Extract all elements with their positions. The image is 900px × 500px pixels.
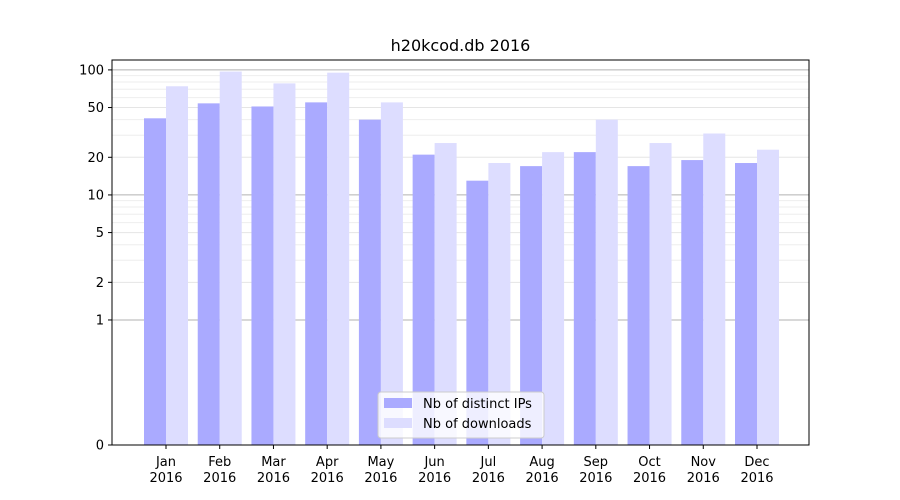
x-tick-label-month: Mar — [261, 455, 286, 470]
x-tick-label-year: 2016 — [472, 471, 505, 486]
plot-frame — [111, 59, 810, 446]
legend-label-distinct-ips: Nb of distinct IPs — [423, 397, 532, 412]
y-tick-label: 1 — [96, 313, 104, 328]
bar-downloads-mar — [273, 83, 296, 445]
x-tick-label-month: Apr — [316, 455, 339, 470]
y-tick-label: 50 — [87, 101, 104, 116]
bar-distinct-ips-dec — [735, 163, 757, 445]
bar-distinct-ips-jul — [466, 180, 489, 445]
bar-downloads-nov — [703, 133, 726, 445]
bar-downloads-may — [380, 102, 403, 445]
x-axis: Jan2016Feb2016Mar2016Apr2016May2016Jun20… — [149, 445, 774, 486]
x-tick-label-year: 2016 — [149, 471, 182, 486]
bars — [144, 71, 779, 446]
y-tick-label: 5 — [96, 226, 104, 241]
bar-distinct-ips-mar — [251, 106, 274, 445]
x-tick-label-year: 2016 — [418, 471, 451, 486]
bar-downloads-dec — [757, 149, 779, 446]
y-tick-label: 10 — [87, 188, 104, 203]
x-tick-label-month: Dec — [744, 455, 769, 470]
legend-swatch-downloads — [384, 418, 412, 428]
bar-downloads-apr — [327, 72, 350, 445]
x-tick-label-year: 2016 — [311, 471, 344, 486]
y-tick-label: 2 — [96, 276, 104, 291]
x-tick-label-year: 2016 — [526, 471, 559, 486]
bar-downloads-oct — [649, 143, 672, 445]
bar-downloads-jun — [434, 143, 457, 445]
y-tick-label: 100 — [79, 63, 104, 78]
bar-distinct-ips-nov — [681, 160, 704, 445]
bar-distinct-ips-jan — [144, 118, 166, 445]
x-tick-label-month: Feb — [208, 455, 231, 470]
y-tick-label: 20 — [87, 151, 104, 166]
bar-downloads-sep — [595, 119, 618, 446]
x-tick-label-year: 2016 — [203, 471, 236, 486]
x-tick-label-month: Sep — [584, 455, 609, 470]
chart-title: h20kcod.db 2016 — [391, 36, 531, 55]
legend-box — [377, 391, 545, 439]
bar-downloads-jul — [488, 163, 511, 445]
x-tick-label-year: 2016 — [633, 471, 666, 486]
x-tick-label-month: Nov — [691, 455, 717, 470]
y-axis: 0 1 2 5 10 20 50 100 — [79, 63, 112, 454]
x-tick-label-month: Jul — [480, 455, 497, 470]
bar-distinct-ips-oct — [627, 166, 650, 445]
bar-distinct-ips-sep — [573, 152, 596, 445]
x-tick-label-month: Jun — [423, 455, 444, 470]
legend-label-downloads: Nb of downloads — [423, 417, 532, 432]
bar-distinct-ips-apr — [305, 102, 328, 445]
x-tick-label-month: Oct — [638, 455, 660, 470]
x-tick-label-year: 2016 — [579, 471, 612, 486]
bar-distinct-ips-may — [358, 119, 381, 446]
x-tick-label-year: 2016 — [687, 471, 720, 486]
x-tick-label-month: Aug — [529, 455, 554, 470]
legend: Nb of distinct IPs Nb of downloads — [377, 391, 545, 439]
bar-distinct-ips-jun — [412, 154, 435, 446]
x-tick-label-year: 2016 — [364, 471, 397, 486]
bar-downloads-jan — [166, 86, 188, 445]
bar-distinct-ips-feb — [197, 103, 220, 446]
bar-distinct-ips-aug — [520, 166, 543, 445]
x-tick-label-month: May — [367, 455, 394, 470]
x-tick-label-year: 2016 — [257, 471, 290, 486]
legend-swatch-distinct-ips — [384, 398, 412, 408]
y-tick-label: 0 — [96, 439, 104, 454]
x-tick-label-month: Jan — [155, 455, 176, 470]
bar-downloads-feb — [219, 71, 242, 445]
bar-downloads-aug — [542, 152, 565, 445]
x-tick-label-year: 2016 — [740, 471, 773, 486]
